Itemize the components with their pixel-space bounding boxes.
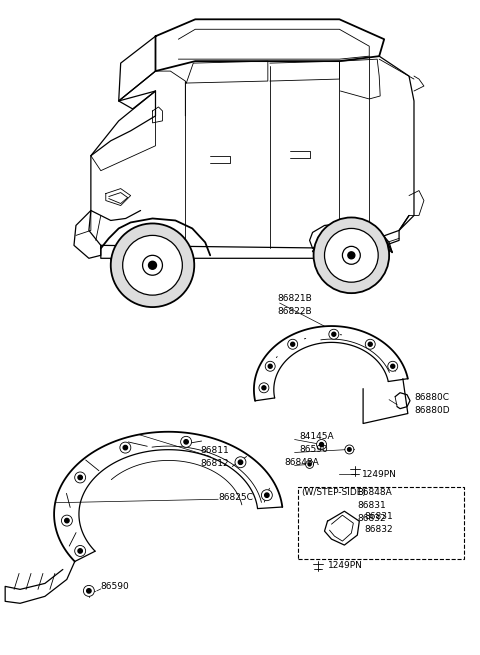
Circle shape bbox=[120, 442, 131, 453]
Circle shape bbox=[368, 343, 372, 346]
Circle shape bbox=[306, 460, 313, 468]
Circle shape bbox=[123, 235, 182, 295]
Circle shape bbox=[335, 493, 344, 502]
Text: 86848A: 86848A bbox=[285, 458, 320, 467]
Circle shape bbox=[143, 255, 162, 275]
Circle shape bbox=[148, 261, 156, 269]
Polygon shape bbox=[110, 246, 195, 260]
Text: 86880D: 86880D bbox=[414, 406, 450, 415]
Text: 86848A: 86848A bbox=[357, 488, 392, 496]
Text: 86831: 86831 bbox=[357, 500, 386, 510]
Circle shape bbox=[75, 546, 85, 557]
Circle shape bbox=[391, 364, 395, 368]
Circle shape bbox=[87, 589, 91, 593]
Circle shape bbox=[348, 447, 351, 451]
Circle shape bbox=[259, 383, 269, 393]
Circle shape bbox=[313, 217, 389, 293]
Circle shape bbox=[78, 476, 83, 479]
Bar bbox=[298, 487, 464, 559]
Circle shape bbox=[78, 549, 83, 553]
Circle shape bbox=[329, 329, 339, 339]
Circle shape bbox=[111, 223, 194, 307]
Circle shape bbox=[265, 362, 275, 371]
Circle shape bbox=[365, 339, 375, 349]
Circle shape bbox=[262, 490, 272, 500]
Circle shape bbox=[262, 386, 266, 390]
Circle shape bbox=[324, 229, 378, 282]
Circle shape bbox=[288, 339, 298, 349]
Circle shape bbox=[345, 445, 354, 454]
Polygon shape bbox=[312, 235, 391, 252]
Circle shape bbox=[65, 518, 69, 523]
Text: 86832: 86832 bbox=[364, 525, 393, 534]
Text: 86811: 86811 bbox=[200, 446, 229, 455]
Text: 86832: 86832 bbox=[357, 514, 386, 523]
Circle shape bbox=[268, 364, 272, 368]
Circle shape bbox=[348, 252, 355, 259]
Text: 86821B: 86821B bbox=[278, 293, 312, 303]
Circle shape bbox=[332, 332, 336, 336]
Circle shape bbox=[308, 463, 311, 466]
Circle shape bbox=[388, 362, 398, 371]
Text: 86825C: 86825C bbox=[218, 493, 253, 502]
Circle shape bbox=[61, 515, 72, 526]
Text: 1249PN: 1249PN bbox=[327, 561, 362, 571]
Circle shape bbox=[123, 445, 128, 450]
Circle shape bbox=[337, 495, 341, 499]
Text: 86812: 86812 bbox=[200, 459, 229, 468]
Circle shape bbox=[238, 460, 243, 464]
Circle shape bbox=[75, 472, 85, 483]
Circle shape bbox=[84, 586, 95, 596]
Circle shape bbox=[316, 440, 326, 449]
Circle shape bbox=[342, 246, 360, 264]
Text: 84145A: 84145A bbox=[300, 432, 334, 441]
Circle shape bbox=[180, 436, 192, 447]
Circle shape bbox=[320, 443, 324, 447]
Text: 86880C: 86880C bbox=[414, 393, 449, 402]
Text: (W/STEP-SIDE): (W/STEP-SIDE) bbox=[301, 488, 367, 496]
Circle shape bbox=[184, 440, 188, 444]
Circle shape bbox=[235, 457, 246, 468]
Text: 86590: 86590 bbox=[101, 582, 130, 591]
Text: 86831: 86831 bbox=[364, 512, 393, 521]
Circle shape bbox=[291, 343, 295, 346]
Text: 86590: 86590 bbox=[300, 445, 328, 454]
Text: 86822B: 86822B bbox=[278, 307, 312, 316]
Circle shape bbox=[264, 493, 269, 497]
Text: 1249PN: 1249PN bbox=[362, 470, 397, 479]
